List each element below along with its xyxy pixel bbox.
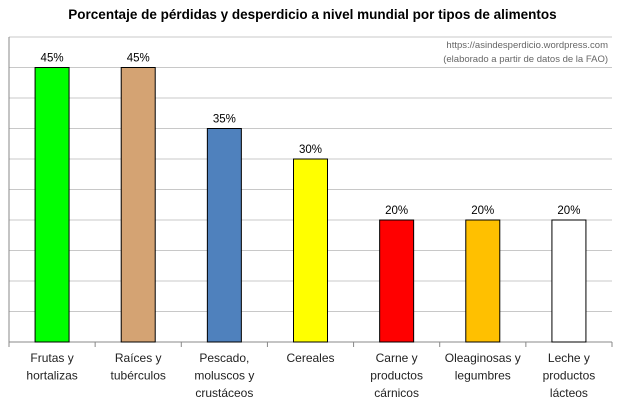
bar <box>379 219 415 343</box>
chart-title: Porcentaje de pérdidas y desperdicio a n… <box>68 7 557 22</box>
x-tick-label: Oleaginosas y <box>445 351 521 365</box>
bar <box>293 158 328 343</box>
source-url: https://asindesperdicio.wordpress.com <box>446 40 608 51</box>
data-label: 20% <box>385 205 408 217</box>
data-label: 45% <box>41 53 64 65</box>
source-note: (elaborado a partir de datos de la FAO) <box>443 54 608 65</box>
x-tick-label: tubérculos <box>111 369 166 383</box>
bar <box>465 219 501 343</box>
bar <box>34 67 70 343</box>
x-tick-label: moluscos y <box>194 369 254 383</box>
x-tick-label: Frutas y <box>30 351 73 365</box>
data-label: 45% <box>127 53 150 65</box>
data-label: 20% <box>557 205 580 217</box>
x-tick-label: Cereales <box>286 351 334 365</box>
bar <box>206 128 242 343</box>
x-tick-label: productos <box>543 369 596 383</box>
x-tick-label: Leche y <box>548 351 590 365</box>
data-label: 30% <box>299 144 322 156</box>
data-label: 35% <box>213 114 236 126</box>
x-tick-label: legumbres <box>455 369 511 383</box>
x-tick-label: Pescado, <box>199 351 249 365</box>
x-tick-label: productos <box>370 369 423 383</box>
data-label: 20% <box>471 205 494 217</box>
x-tick-label: crustáceos <box>195 386 253 400</box>
x-tick-label: Carne y <box>376 351 418 365</box>
bar <box>551 219 587 343</box>
x-tick-label: hortalizas <box>26 369 77 383</box>
x-tick-label: Raíces y <box>115 351 162 365</box>
x-tick-label: cárnicos <box>374 386 419 400</box>
bar <box>120 67 156 343</box>
x-tick-label: lácteos <box>550 386 588 400</box>
